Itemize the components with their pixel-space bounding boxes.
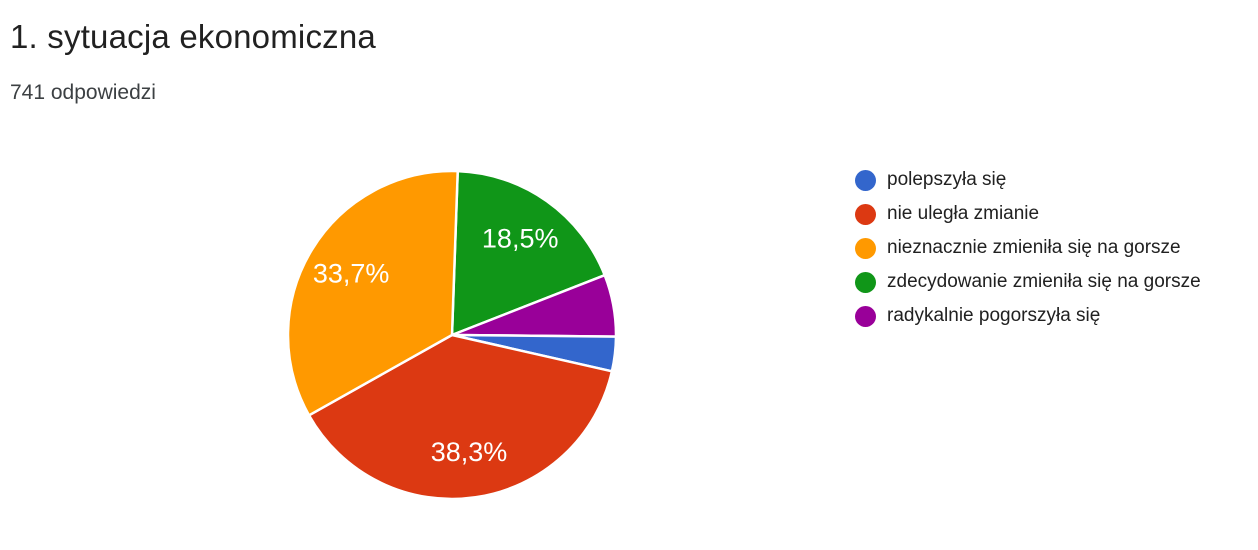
- response-count: 741 odpowiedzi: [10, 81, 156, 104]
- legend-item-2: nieznacznie zmieniła się na gorsze: [855, 231, 1201, 265]
- legend-item-label: polepszyła się: [887, 169, 1007, 190]
- chart-legend: polepszyła się nie uległa zmianie niezna…: [855, 163, 1201, 333]
- legend-color-dot-icon: [855, 237, 876, 259]
- slice-percentage-label: 18,5%: [482, 224, 559, 254]
- legend-item-3: zdecydowanie zmieniła się na gorsze: [855, 265, 1201, 299]
- slice-percentage-label: 38,3%: [431, 437, 508, 467]
- pie-slice-3[interactable]: [450, 169, 606, 337]
- legend-item-label: nieznacznie zmieniła się na gorsze: [887, 237, 1181, 258]
- pie-chart: 18,5% 38,3% 33,7%: [286, 169, 618, 501]
- legend-color-dot-icon: [855, 169, 876, 191]
- legend-color-dot-icon: [855, 203, 876, 225]
- legend-item-label: nie uległa zmianie: [887, 203, 1040, 224]
- legend-color-dot-icon: [855, 305, 876, 327]
- legend-item-label: zdecydowanie zmieniła się na gorsze: [887, 271, 1201, 292]
- question-title: 1. sytuacja ekonomiczna: [10, 18, 376, 55]
- legend-item-1: nie uległa zmianie: [855, 197, 1201, 231]
- pie-slice-1[interactable]: [307, 333, 614, 501]
- pie-slice-2[interactable]: [286, 169, 459, 417]
- legend-item-0: polepszyła się: [855, 163, 1201, 197]
- legend-item-4: radykalnie pogorszyła się: [855, 299, 1201, 333]
- legend-item-label: radykalnie pogorszyła się: [887, 305, 1101, 326]
- slice-percentage-label: 33,7%: [313, 259, 390, 289]
- legend-color-dot-icon: [855, 271, 876, 293]
